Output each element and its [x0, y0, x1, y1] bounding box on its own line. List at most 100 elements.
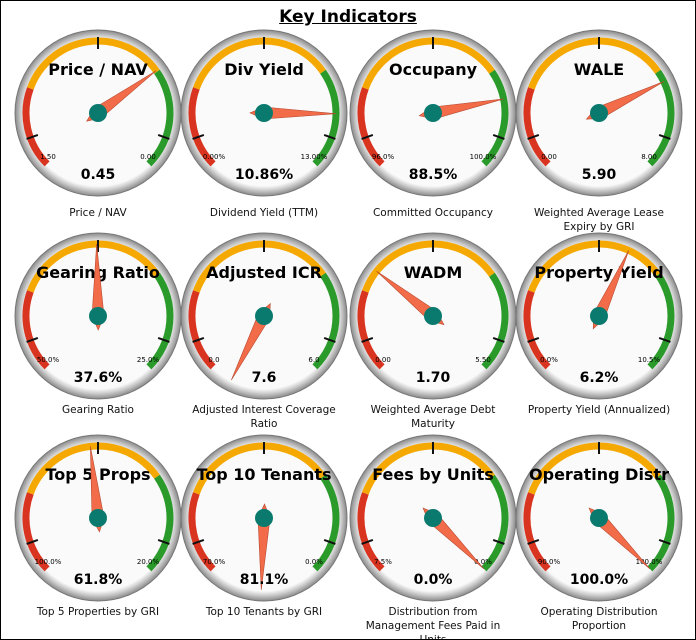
- gauge-band: [647, 474, 675, 572]
- gauge-max-label: 0.00: [140, 153, 156, 161]
- gauge-min-label: 0.00: [541, 153, 557, 161]
- gauge-band: [146, 69, 174, 167]
- gauge-band: [357, 492, 385, 572]
- gauge-tick: [26, 336, 39, 343]
- gauge-min-label: 90.0%: [538, 558, 561, 566]
- gauge-max-label: 10.5%: [638, 356, 661, 364]
- gauge-title: Operating Distr: [529, 465, 669, 484]
- gauge-max-label: 5.50: [475, 356, 491, 364]
- gauge-band: [523, 87, 551, 167]
- gauge-tick: [157, 538, 170, 545]
- gauge-value: 5.90: [582, 167, 617, 183]
- gauge-hub: [255, 104, 273, 122]
- gauge-hub: [424, 307, 442, 325]
- gauge-tick: [323, 538, 336, 545]
- gauge-tick: [527, 538, 540, 545]
- gauge-tick: [527, 336, 540, 343]
- gauge-title: WADM: [404, 263, 463, 282]
- gauge-min-label: 0.0: [208, 356, 219, 364]
- gauge-tick: [492, 538, 505, 545]
- gauge-caption: Operating Distribution Proportion: [540, 606, 658, 632]
- gauge-caption: Dividend Yield (TTM): [209, 207, 319, 219]
- gauge-band: [481, 474, 509, 572]
- gauge-caption: Property Yield (Annualized): [527, 404, 671, 416]
- page-title: Key Indicators: [279, 7, 417, 27]
- gauge-band: [362, 37, 495, 90]
- gauge-band: [312, 474, 340, 572]
- gauge-band: [481, 272, 509, 370]
- gauge-hub: [424, 509, 442, 527]
- gauge-hub: [590, 509, 608, 527]
- gauge-min-label: 50.0%: [37, 356, 60, 364]
- gauge-band: [22, 290, 50, 370]
- gauge-band: [146, 474, 174, 572]
- gauge-tick: [361, 538, 374, 545]
- gauge-caption: Adjusted Interest Coverage Ratio: [192, 404, 336, 430]
- gauge-band: [27, 240, 160, 293]
- gauge-max-label: 20.0%: [137, 558, 160, 566]
- gauge-caption: Committed Occupancy: [372, 207, 494, 219]
- gauge-tick: [323, 133, 336, 140]
- gauge-value: 0.0%: [414, 572, 453, 588]
- gauge: Price / NAV 1.50 0.00 0.45: [14, 29, 182, 197]
- gauge-title: Top 10 Tenants: [196, 465, 331, 484]
- gauge-min-label: 100.0%: [35, 558, 62, 566]
- gauge-band: [27, 442, 160, 495]
- gauge-value: 81.1%: [240, 572, 289, 588]
- gauge-band: [481, 69, 509, 167]
- gauge-value: 37.6%: [74, 370, 123, 386]
- gauge-hub: [255, 509, 273, 527]
- gauge-tick: [26, 133, 39, 140]
- gauge-hub: [89, 509, 107, 527]
- gauge-title: Div Yield: [224, 60, 304, 79]
- gauge-band: [523, 492, 551, 572]
- gauge-title: Price / NAV: [48, 60, 148, 79]
- gauge-band: [22, 87, 50, 167]
- gauge-tick: [658, 538, 671, 545]
- gauge-band: [357, 290, 385, 370]
- gauge-tick: [26, 538, 39, 545]
- gauge-band: [27, 37, 160, 90]
- gauge-max-label: 8.00: [641, 153, 657, 161]
- gauge-caption: Gearing Ratio: [62, 404, 134, 416]
- gauge-caption: Weighted Average Debt Maturity: [370, 404, 496, 430]
- gauge: Fees by Units 7.5% 0.0% 0.0%: [349, 434, 517, 602]
- gauge-title: Occupany: [389, 60, 478, 79]
- gauge-band: [362, 442, 495, 495]
- gauge-caption: Distribution from Management Fees Paid i…: [365, 606, 501, 640]
- gauge-tick: [192, 133, 205, 140]
- gauge-band: [528, 37, 661, 90]
- gauge-band: [188, 492, 216, 572]
- gauge-hub: [590, 307, 608, 325]
- gauge-tick: [361, 336, 374, 343]
- gauge-max-label: 100.0%: [636, 558, 663, 566]
- gauge-min-label: 0.0%: [540, 356, 558, 364]
- gauge-hub: [255, 307, 273, 325]
- gauge: Occupany 96.0% 100.0% 88.5%: [349, 29, 517, 197]
- gauge-caption: Top 10 Tenants by GRI: [205, 606, 323, 618]
- gauge: Top 5 Props 100.0% 20.0% 61.8%: [14, 434, 182, 602]
- gauge-title: WALE: [574, 60, 624, 79]
- gauge-value: 1.70: [416, 370, 451, 386]
- gauge-band: [647, 272, 675, 370]
- gauge-tick: [658, 133, 671, 140]
- gauge-title: Top 5 Props: [45, 465, 150, 484]
- gauge-tick: [492, 133, 505, 140]
- gauge-min-label: 0.00%: [203, 153, 226, 161]
- gauge-band: [528, 442, 661, 495]
- gauge-max-label: 0.0%: [474, 558, 492, 566]
- gauge-band: [528, 240, 661, 293]
- gauge-band: [312, 69, 340, 167]
- gauge-tick: [323, 336, 336, 343]
- gauge-title: Property Yield: [534, 263, 663, 282]
- gauge: Div Yield 0.00% 13.00% 10.86%: [180, 29, 348, 197]
- gauge-caption: Weighted Average Lease Expiry by GRI: [534, 207, 664, 233]
- gauge-hub: [89, 307, 107, 325]
- gauge-value: 100.0%: [570, 572, 628, 588]
- gauge-min-label: 1.50: [40, 153, 56, 161]
- gauge-min-label: 70.0%: [203, 558, 226, 566]
- gauge-max-label: 25.0%: [137, 356, 160, 364]
- gauge-tick: [192, 336, 205, 343]
